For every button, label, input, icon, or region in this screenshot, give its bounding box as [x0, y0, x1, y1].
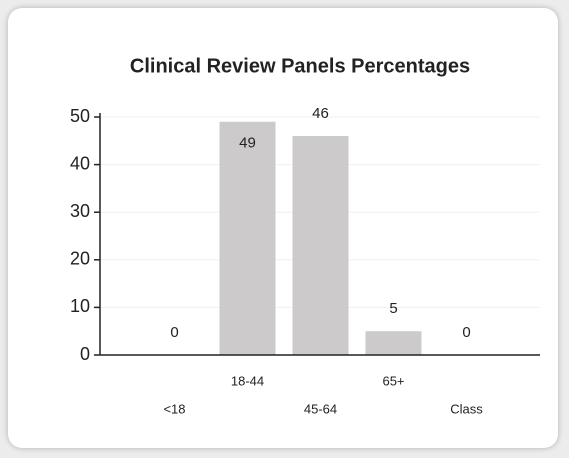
value-label: 0: [170, 324, 178, 341]
x-tick-label: 18-44: [231, 373, 264, 388]
bar: [292, 136, 349, 355]
value-label: 49: [239, 135, 256, 152]
value-label: 46: [312, 105, 329, 122]
x-tick-label: 45-64: [304, 401, 337, 416]
y-tick-label: 0: [80, 344, 90, 364]
y-tick-label: 50: [70, 106, 90, 126]
y-tick-label: 20: [70, 249, 90, 269]
value-label: 5: [389, 300, 397, 317]
x-tick-label: 65+: [382, 373, 404, 388]
y-tick-label: 10: [70, 296, 90, 316]
bar: [365, 331, 422, 355]
x-tick-label: <18: [163, 401, 185, 416]
chart-title: Clinical Review Panels Percentages: [130, 55, 470, 77]
y-tick-label: 40: [70, 153, 90, 173]
y-tick-label: 30: [70, 201, 90, 221]
bar: [219, 121, 276, 355]
value-label: 0: [462, 324, 470, 341]
x-tick-label: Class: [450, 401, 483, 416]
